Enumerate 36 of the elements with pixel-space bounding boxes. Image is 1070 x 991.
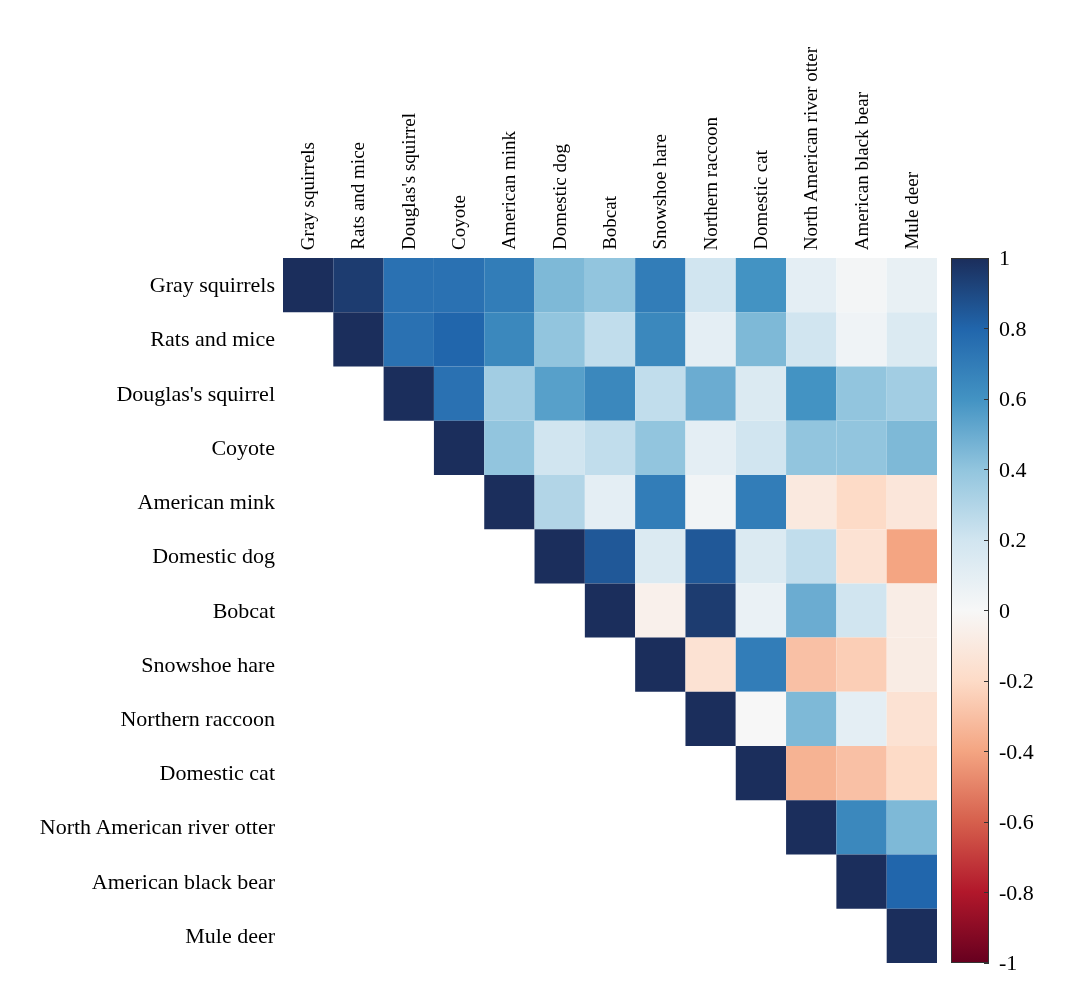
x-tick-label: Douglas's squirrel	[397, 113, 420, 250]
y-tick-label: Snowshoe hare	[141, 650, 275, 679]
x-tick-label: Mule deer	[900, 172, 923, 250]
y-tick-label: Bobcat	[212, 596, 275, 625]
color-bar-label: -1	[999, 950, 1018, 975]
color-bar-label: 1	[999, 245, 1010, 270]
color-bar-label: -0.8	[999, 879, 1034, 905]
x-tick-label: Northern raccoon	[699, 116, 722, 250]
x-tick-label: Domestic dog	[548, 143, 571, 250]
y-tick-label: American mink	[137, 488, 275, 517]
color-bar-label: 0.8	[999, 315, 1027, 341]
y-tick-label: Gray squirrels	[149, 271, 275, 300]
x-tick-label: American mink	[498, 131, 521, 250]
x-tick-label: Domestic cat	[749, 150, 772, 250]
y-tick-label: Douglas's squirrel	[116, 379, 275, 408]
x-tick-label: Rats and mice	[347, 142, 370, 250]
y-tick-label: Rats and mice	[150, 325, 275, 354]
color-bar-label: -0.2	[999, 668, 1034, 693]
y-tick-label: Coyote	[211, 433, 275, 462]
y-tick-label: Domestic cat	[159, 759, 275, 788]
y-tick-label: American black bear	[91, 867, 275, 896]
x-tick-label: North American river otter	[800, 46, 823, 250]
color-bar-label: 0	[999, 597, 1010, 623]
color-bar-label: 0.4	[999, 456, 1027, 482]
color-bar-label: 0.2	[999, 527, 1027, 552]
y-tick-label: North American river otter	[39, 813, 275, 842]
x-tick-label: Bobcat	[599, 196, 621, 250]
y-tick-label: Domestic dog	[152, 542, 275, 571]
color-bar-label: 0.6	[999, 386, 1027, 411]
x-tick-label: Coyote	[448, 195, 471, 250]
color-bar-label: -0.6	[999, 809, 1034, 834]
x-tick-label: Snowshoe hare	[649, 134, 672, 250]
x-tick-label: American black bear	[850, 91, 873, 250]
y-tick-label: Mule deer	[185, 921, 275, 950]
y-tick-label: Northern raccoon	[120, 704, 275, 733]
color-bar-label: -0.4	[999, 738, 1034, 764]
